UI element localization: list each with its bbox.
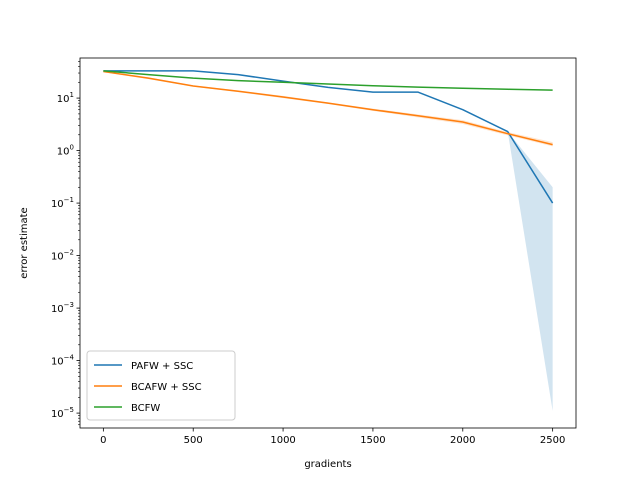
plot-frame xyxy=(79,57,577,429)
y-tick-label: 10−2 xyxy=(51,249,74,263)
y-tick-label: 10−1 xyxy=(51,196,74,210)
line-series-2 xyxy=(103,70,553,146)
legend-label-2: BCAFW + SSC xyxy=(131,382,202,393)
legend-label-3: BCFW xyxy=(131,403,160,414)
y-axis: 10−5 10−4 10−3 10−2 10−1 100 101 xyxy=(51,61,80,426)
line-series-1 xyxy=(103,70,554,204)
y-axis-title: error estimate xyxy=(19,207,30,278)
x-tick-label: 2500 xyxy=(540,435,565,446)
x-tick-label: 1500 xyxy=(360,435,385,446)
x-tick-label: 0 xyxy=(100,435,106,446)
line-series-3 xyxy=(103,70,553,91)
x-tick-label: 500 xyxy=(184,435,203,446)
y-tick-label: 100 xyxy=(57,144,74,158)
legend: PAFW + SSC BCAFW + SSC BCFW xyxy=(86,350,236,421)
legend-label-1: PAFW + SSC xyxy=(131,361,193,372)
x-axis: 0 500 1000 1500 2000 2500 xyxy=(100,428,565,446)
x-tick-label: 2000 xyxy=(450,435,475,446)
y-tick-label: 10−5 xyxy=(51,406,74,420)
y-tick-label: 10−3 xyxy=(51,301,74,315)
series-lines xyxy=(103,70,554,204)
x-tick-label: 1000 xyxy=(270,435,295,446)
y-tick-label: 101 xyxy=(57,91,74,105)
legend-box xyxy=(86,350,236,421)
y-tick-label: 10−4 xyxy=(51,354,75,368)
x-axis-title: gradients xyxy=(304,459,351,470)
